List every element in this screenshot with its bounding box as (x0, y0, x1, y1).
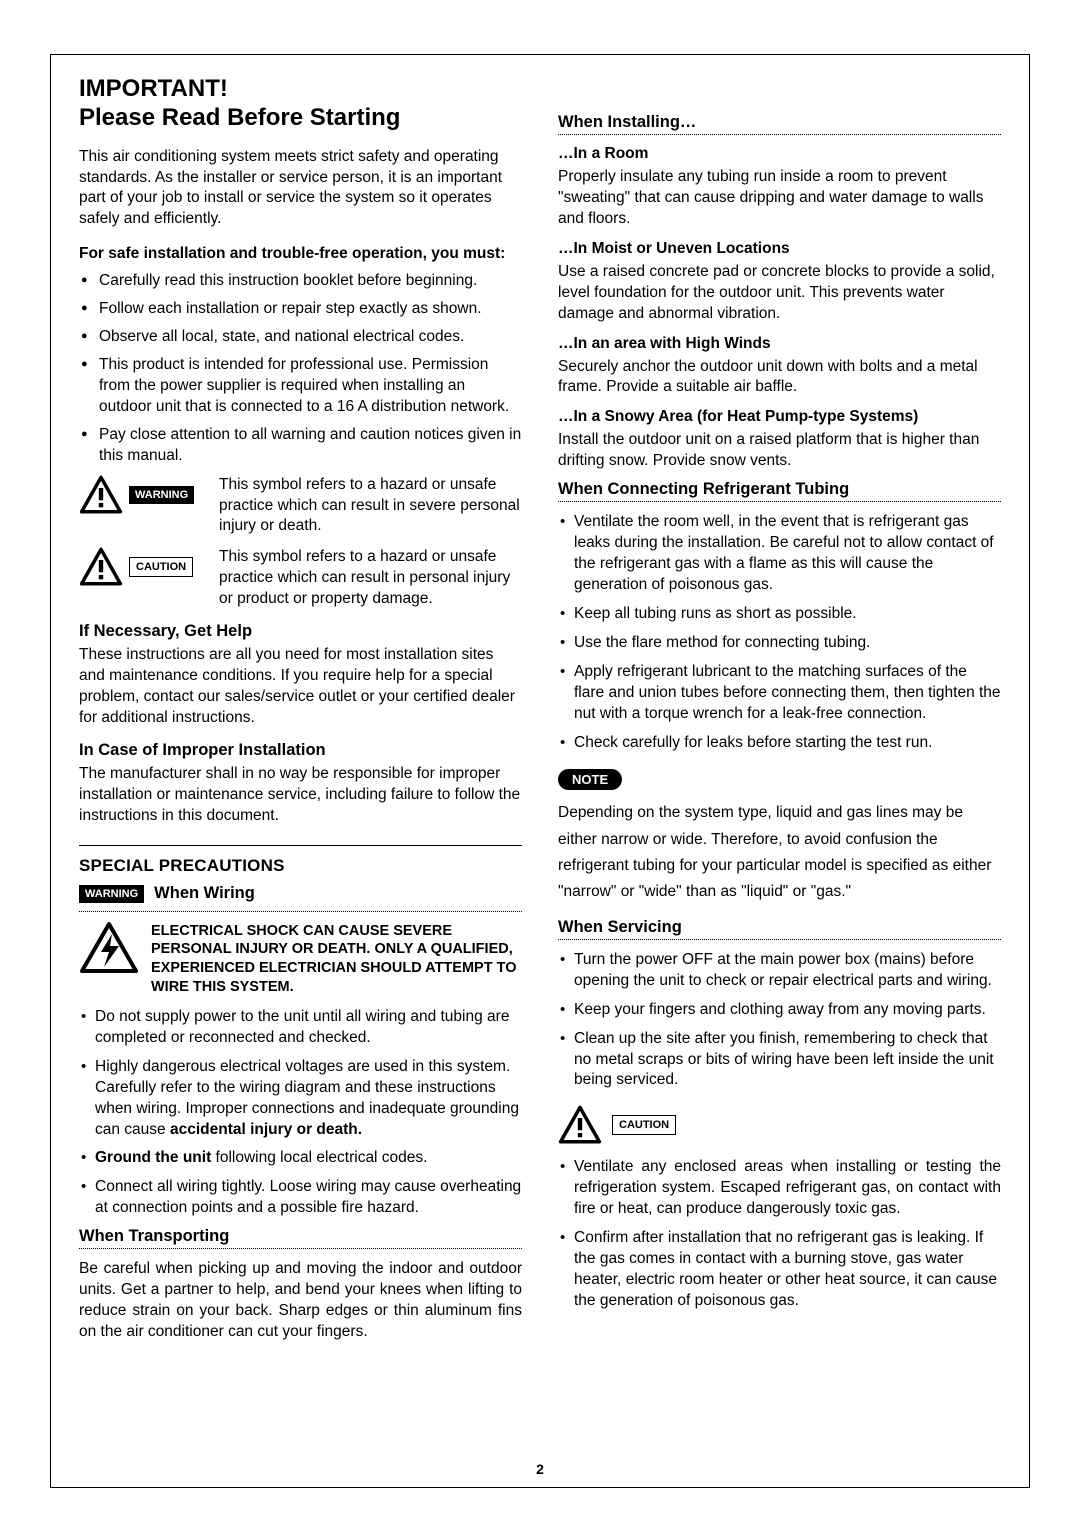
warning-triangle-icon (79, 475, 123, 515)
list-item: Pay close attention to all warning and c… (79, 425, 522, 467)
warning-symbol-text: This symbol refers to a hazard or unsafe… (219, 475, 522, 538)
warning-badge: WARNING (79, 885, 144, 903)
caution-badge: CAUTION (612, 1115, 676, 1135)
list-item: Highly dangerous electrical voltages are… (79, 1057, 522, 1141)
ground-post: following local electrical codes. (211, 1149, 427, 1166)
tubing-list: Ventilate the room well, in the event th… (558, 512, 1001, 753)
note-badge: NOTE (558, 769, 622, 790)
left-column: IMPORTANT! Please Read Before Starting T… (79, 75, 522, 1343)
title-line-1: IMPORTANT! (79, 75, 228, 102)
dotted-rule (79, 1248, 522, 1249)
snow-text: Install the outdoor unit on a raised pla… (558, 430, 1001, 472)
special-precautions-heading: SPECIAL PRECAUTIONS (79, 856, 522, 876)
list-item: Check carefully for leaks before startin… (558, 733, 1001, 754)
transport-section: When Transporting Be careful when pickin… (79, 1227, 522, 1343)
list-item: Ventilate the room well, in the event th… (558, 512, 1001, 596)
caution-symbol-row: CAUTION This symbol refers to a hazard o… (79, 547, 522, 610)
list-item: Ventilate any enclosed areas when instal… (558, 1157, 1001, 1220)
ground-bold: Ground the unit (95, 1149, 211, 1166)
caution-symbol-text: This symbol refers to a hazard or unsafe… (219, 547, 522, 610)
room-text: Properly insulate any tubing run inside … (558, 167, 1001, 230)
caution-list: Ventilate any enclosed areas when instal… (558, 1157, 1001, 1311)
list-item: Use the flare method for connecting tubi… (558, 633, 1001, 654)
wiring-heading: When Wiring (154, 884, 255, 903)
page-title: IMPORTANT! Please Read Before Starting (79, 75, 522, 133)
list-item: Carefully read this instruction booklet … (79, 271, 522, 292)
tubing-heading: When Connecting Refrigerant Tubing (558, 480, 1001, 499)
divider (79, 845, 522, 846)
wiring-list: Do not supply power to the unit until al… (79, 1007, 522, 1219)
transport-heading: When Transporting (79, 1227, 522, 1246)
dotted-rule (558, 939, 1001, 940)
list-item: Keep your fingers and clothing away from… (558, 1000, 1001, 1021)
caution-triangle-icon (79, 547, 123, 587)
list-item: Connect all wiring tightly. Loose wiring… (79, 1177, 522, 1219)
electric-icon (79, 922, 139, 997)
dotted-rule (558, 134, 1001, 135)
caution-symbol: CAUTION (79, 547, 209, 587)
caution-block: CAUTION (558, 1105, 1001, 1145)
caution-triangle-icon (558, 1105, 602, 1145)
wind-text: Securely anchor the outdoor unit down wi… (558, 357, 1001, 399)
title-line-2: Please Read Before Starting (79, 104, 400, 131)
for-safe-heading: For safe installation and trouble-free o… (79, 244, 522, 265)
page-number: 2 (51, 1461, 1029, 1477)
list-item: Apply refrigerant lubricant to the match… (558, 662, 1001, 725)
list-item: Clean up the site after you finish, reme… (558, 1029, 1001, 1092)
tubing-section: When Connecting Refrigerant Tubing Venti… (558, 480, 1001, 753)
wiring-item-bold: accidental injury or death. (170, 1121, 362, 1138)
warning-symbol-row: WARNING This symbol refers to a hazard o… (79, 475, 522, 538)
help-heading: If Necessary, Get Help (79, 622, 522, 641)
moist-heading: …In Moist or Uneven Locations (558, 240, 1001, 258)
dotted-rule (79, 911, 522, 912)
right-column: When Installing… …In a Room Properly ins… (558, 75, 1001, 1343)
service-list: Turn the power OFF at the main power box… (558, 950, 1001, 1092)
wiring-section-title: WARNING When Wiring (79, 884, 522, 905)
warning-badge: WARNING (129, 486, 194, 504)
content-frame: IMPORTANT! Please Read Before Starting T… (50, 54, 1030, 1488)
intro-text: This air conditioning system meets stric… (79, 147, 522, 231)
electric-triangle-icon (79, 922, 139, 974)
safe-list: Carefully read this instruction booklet … (79, 271, 522, 466)
dotted-rule (558, 501, 1001, 502)
warning-symbol: WARNING (79, 475, 209, 515)
note-text: Depending on the system type, liquid and… (558, 800, 1001, 905)
moist-text: Use a raised concrete pad or concrete bl… (558, 262, 1001, 325)
list-item: Ground the unit following local electric… (79, 1148, 522, 1169)
service-heading: When Servicing (558, 918, 1001, 937)
list-item: Confirm after installation that no refri… (558, 1228, 1001, 1312)
electric-warning-text: ELECTRICAL SHOCK CAN CAUSE SEVERE PERSON… (151, 922, 522, 997)
snow-heading: …In a Snowy Area (for Heat Pump-type Sys… (558, 408, 1001, 426)
install-heading: When Installing… (558, 113, 1001, 132)
room-heading: …In a Room (558, 145, 1001, 163)
list-item: Do not supply power to the unit until al… (79, 1007, 522, 1049)
caution-badge: CAUTION (129, 557, 193, 577)
page: IMPORTANT! Please Read Before Starting T… (0, 0, 1080, 1528)
list-item: Turn the power OFF at the main power box… (558, 950, 1001, 992)
list-item: Observe all local, state, and national e… (79, 327, 522, 348)
improper-text: The manufacturer shall in no way be resp… (79, 764, 522, 827)
list-item: Follow each installation or repair step … (79, 299, 522, 320)
improper-heading: In Case of Improper Installation (79, 741, 522, 760)
columns: IMPORTANT! Please Read Before Starting T… (79, 75, 1001, 1343)
transport-text: Be careful when picking up and moving th… (79, 1259, 522, 1343)
list-item: Keep all tubing runs as short as possibl… (558, 604, 1001, 625)
electrical-warning-row: ELECTRICAL SHOCK CAN CAUSE SEVERE PERSON… (79, 922, 522, 997)
list-item: This product is intended for professiona… (79, 355, 522, 418)
wind-heading: …In an area with High Winds (558, 335, 1001, 353)
help-text: These instructions are all you need for … (79, 645, 522, 729)
